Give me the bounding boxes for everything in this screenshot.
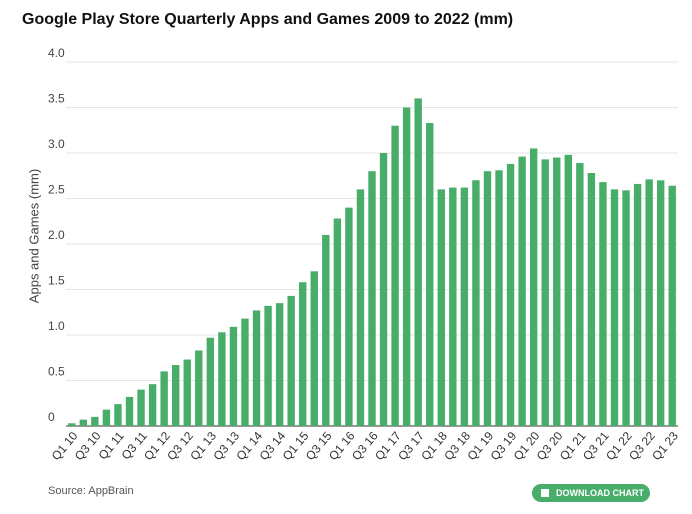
bar [299,282,307,426]
button-bg[interactable] [532,484,650,502]
bar [379,153,388,426]
bar [437,189,445,426]
bar [460,187,469,426]
bar [195,350,203,426]
bar [102,409,111,426]
bar [137,389,145,426]
bar [576,163,584,426]
x-tick-label: Q3 10 [72,429,104,463]
bar [368,171,376,426]
x-tick-label: Q1 23 [649,429,681,463]
bar [356,189,365,426]
bar [125,396,134,426]
bar [506,163,515,427]
bar [275,303,284,426]
y-tick-label: 2.5 [48,183,65,197]
bar [518,156,526,426]
bar [610,189,619,426]
bar [426,122,434,426]
bar [91,416,99,426]
bar [345,207,353,426]
bar [529,148,538,426]
bar [587,173,596,426]
bar [449,187,457,426]
bar [172,365,180,426]
bar [206,337,215,426]
y-tick-label: 0 [48,410,55,424]
bar [183,359,191,426]
bar [483,171,492,426]
bar [218,332,226,426]
bar [333,218,342,426]
bar [322,234,330,426]
bar [633,183,642,426]
button-label[interactable]: DOWNLOAD CHART [556,488,644,498]
bar [599,182,607,426]
bar [252,310,261,426]
bar [553,157,561,427]
bar [668,185,676,426]
bar [68,423,76,426]
bar [79,419,88,426]
bar [391,125,399,426]
y-tick-label: 1.0 [48,319,65,333]
bar [310,271,318,426]
bar [264,305,272,426]
bar [287,295,295,426]
y-tick-label: 3.0 [48,137,65,151]
source: Source: AppBrain [48,485,134,497]
y-tick-label: 1.5 [48,274,65,288]
chart-title: Google Play Store Quarterly Apps and Gam… [22,11,513,28]
bar [402,107,411,426]
bar [645,179,653,426]
button-icon [541,489,549,497]
y-axis-label: Apps and Games (mm) [26,169,41,303]
bar [564,154,572,426]
bar [241,318,249,426]
y-tick-label: 4.0 [48,46,65,60]
y-tick-label: 0.5 [48,365,65,379]
y-tick-label: 3.5 [48,92,65,106]
bar [472,180,480,426]
download-button[interactable]: DOWNLOAD CHART [532,484,650,502]
bar [414,98,422,427]
bar [495,170,503,426]
bar [114,404,122,426]
bar [541,159,549,426]
y-tick-label: 2.0 [48,228,65,242]
bar [656,180,665,426]
bar [622,190,630,426]
bar [160,371,168,426]
bar [148,384,157,426]
bar [229,326,238,426]
